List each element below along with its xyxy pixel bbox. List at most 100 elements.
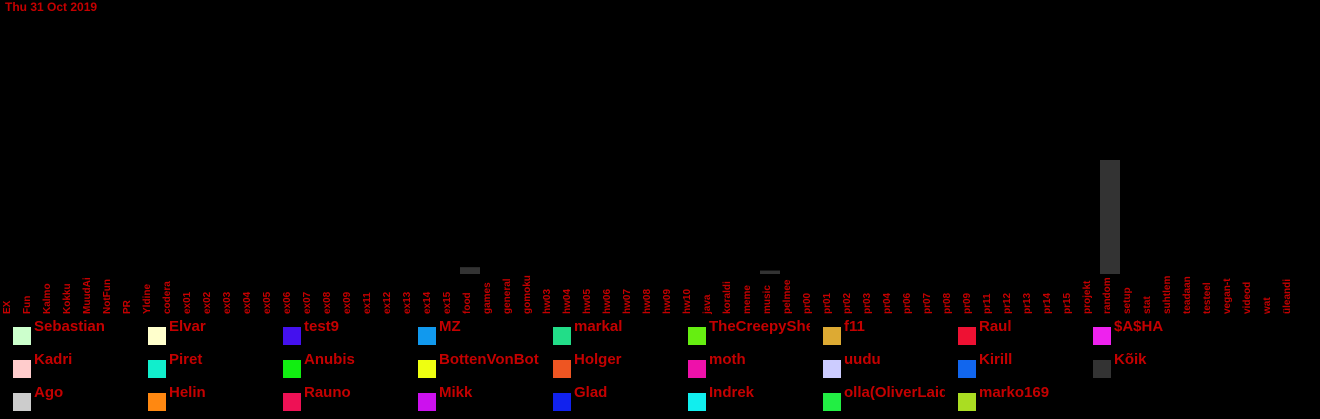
category-label: ex15 xyxy=(442,291,453,314)
category-label: ex11 xyxy=(362,292,373,314)
category-label: pr11 xyxy=(982,293,993,314)
legend-swatch xyxy=(148,327,166,345)
category-label: ex13 xyxy=(402,291,413,314)
category-label: pr04 xyxy=(882,292,893,314)
legend-swatch xyxy=(958,393,976,411)
legend-label: Mikk xyxy=(439,384,473,401)
category-label: wat xyxy=(1262,297,1273,315)
legend-item: Ago xyxy=(0,384,135,414)
category-label: suhtlem xyxy=(1162,276,1173,314)
category-label: ex01 xyxy=(182,291,193,314)
category-label: hw09 xyxy=(662,289,673,314)
legend-label: Elvar xyxy=(169,318,206,335)
legend-label: uudu xyxy=(844,351,881,368)
legend-item: BottenVonBot xyxy=(405,351,540,381)
legend-label: Raul xyxy=(979,318,1012,335)
legend-label: $A$HA xyxy=(1114,318,1164,335)
legend-label: f11 xyxy=(844,318,865,335)
legend-label: Anubis xyxy=(304,351,355,368)
category-label: Kokku xyxy=(62,283,73,314)
category-label: Yldine xyxy=(142,284,153,314)
category-label: meme xyxy=(742,285,753,314)
category-label: hw06 xyxy=(602,289,613,314)
legend-label: BottenVonBot xyxy=(439,351,539,368)
category-label: Kalmo xyxy=(42,283,53,314)
legend-swatch xyxy=(823,393,841,411)
legend-swatch xyxy=(823,327,841,345)
date-title: Thu 31 Oct 2019 xyxy=(5,0,98,14)
category-label: pr14 xyxy=(1042,292,1053,314)
legend-label: Kõik xyxy=(1114,351,1147,368)
category-label: Fun xyxy=(22,296,33,314)
legend-item: marko169 xyxy=(945,384,1080,414)
category-label: ex14 xyxy=(422,291,433,314)
legend-label: Indrek xyxy=(709,384,755,401)
legend-label: MZ xyxy=(439,318,461,335)
legend-item: MZ xyxy=(405,318,540,348)
legend-swatch xyxy=(148,360,166,378)
category-label: hw08 xyxy=(642,289,653,314)
legend-swatch xyxy=(1093,327,1111,345)
bar xyxy=(1100,160,1120,274)
category-label: general xyxy=(502,278,513,314)
category-label: hw05 xyxy=(582,289,593,314)
legend-label: Sebastian xyxy=(34,318,105,335)
legend-item: Glad xyxy=(540,384,675,414)
category-label: ex04 xyxy=(242,291,253,314)
bar-chart: EX Fun Kalmo Kokku MuudAi NotFun PR Yldine coder… xyxy=(2,160,1293,315)
category-label: videod xyxy=(1242,282,1253,314)
legend-label: markal xyxy=(574,318,623,335)
category-label: hw07 xyxy=(622,289,633,314)
category-label: hw10 xyxy=(682,289,693,314)
legend-swatch xyxy=(13,360,31,378)
category-label: pr07 xyxy=(922,292,933,314)
legend-swatch xyxy=(688,360,706,378)
category-label: pr15 xyxy=(1062,292,1073,314)
category-label: NotFun xyxy=(102,279,113,314)
category-label: pr09 xyxy=(962,292,973,314)
legend-swatch xyxy=(283,327,301,345)
category-label: pr13 xyxy=(1022,292,1033,314)
legend-label: TheCreepySheep xyxy=(709,318,810,335)
legend-swatch xyxy=(418,327,436,345)
legend-label: marko169 xyxy=(979,384,1050,401)
legend-swatch xyxy=(283,360,301,378)
legend-item: Elvar xyxy=(135,318,270,348)
legend-item: Raul xyxy=(945,318,1080,348)
legend-swatch xyxy=(1093,360,1111,378)
legend-item: Mikk xyxy=(405,384,540,414)
bars-group xyxy=(460,160,1120,274)
legend-label: Helin xyxy=(169,384,206,401)
legend-swatch xyxy=(13,327,31,345)
category-label: codera xyxy=(162,281,173,314)
category-label: food xyxy=(462,292,473,314)
category-label: games xyxy=(482,282,493,314)
legend-item: uudu xyxy=(810,351,945,381)
legend-item: Helin xyxy=(135,384,270,414)
legend: Sebastian Elvar test9 MZ markal TheCreepyShee… xyxy=(0,318,1320,419)
legend-swatch xyxy=(553,327,571,345)
legend-item: Anubis xyxy=(270,351,405,381)
category-label: pr00 xyxy=(802,292,813,314)
category-label: java xyxy=(702,294,713,315)
legend-label: Kirill xyxy=(979,351,1013,368)
category-label: pr01 xyxy=(822,292,833,314)
legend-label: Kadri xyxy=(34,351,73,368)
category-label: üleandi xyxy=(1282,279,1293,314)
bar xyxy=(460,267,480,274)
legend-item: f11 xyxy=(810,318,945,348)
category-label: PR xyxy=(122,299,133,314)
category-label: hw04 xyxy=(562,289,573,314)
legend-label: Rauno xyxy=(304,384,351,401)
category-label: music xyxy=(762,285,773,314)
category-label: testeel xyxy=(1202,282,1213,314)
category-label: vegan-t xyxy=(1222,278,1233,314)
category-label: stat xyxy=(1142,296,1153,314)
category-label: pr02 xyxy=(842,292,853,314)
legend-item: TheCreepySheep xyxy=(675,318,810,348)
category-label: pelmee xyxy=(782,279,793,314)
legend-label: test9 xyxy=(304,318,340,335)
category-label: ex06 xyxy=(282,291,293,314)
